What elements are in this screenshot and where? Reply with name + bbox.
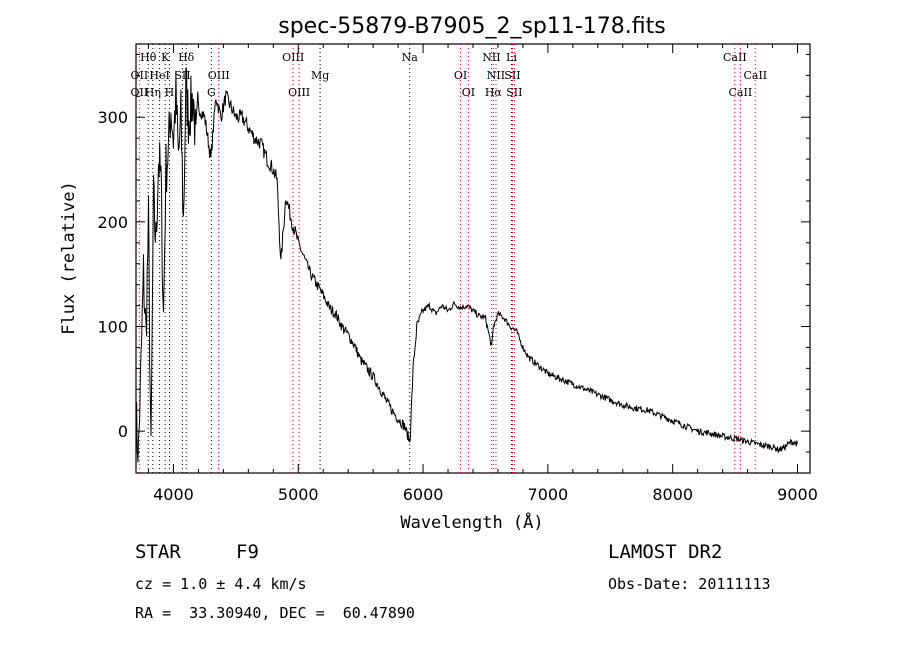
spectral-line-label: CaII xyxy=(723,51,747,64)
spectral-line-label: NII xyxy=(482,51,500,64)
spectral-line-label: Hη xyxy=(145,86,161,99)
y-tick-label: 0 xyxy=(118,422,128,441)
spectral-line-label: OIII xyxy=(208,69,230,82)
spectral-line-label: SII xyxy=(504,69,520,82)
spectrum-series-line xyxy=(135,67,798,463)
survey-name: LAMOST DR2 xyxy=(608,541,723,563)
spectral-line-label: Hθ xyxy=(140,51,157,64)
spectral-line-label: G xyxy=(207,86,216,99)
object-class: STAR xyxy=(135,541,181,563)
spectral-line-label: K xyxy=(161,51,170,64)
spectral-line-label: OII xyxy=(131,86,149,99)
redshift-info: cz = 1.0 ± 4.4 km/s xyxy=(135,575,307,593)
spectral-line-label: Hδ xyxy=(178,51,195,64)
spectral-line-label: OI xyxy=(454,69,467,82)
spectral-line-label: CaII xyxy=(743,69,767,82)
observation-date: Obs-Date: 20111113 xyxy=(608,575,771,593)
x-tick-label: 9000 xyxy=(777,485,818,504)
chart-title: spec-55879-B7905_2_sp11-178.fits xyxy=(278,14,666,39)
y-axis-ticks: 0 100 200 300 xyxy=(97,53,810,453)
x-tick-label: 8000 xyxy=(652,485,693,504)
x-tick-label: 4000 xyxy=(153,485,194,504)
spectral-line-label: Na xyxy=(402,51,419,64)
spectral-line-label: OIII xyxy=(288,86,310,99)
spectral-line-label: OIII xyxy=(282,51,304,64)
spectral-line-label: Li xyxy=(506,51,517,64)
y-tick-label: 200 xyxy=(97,213,128,232)
y-axis-label: Flux (relative) xyxy=(59,181,79,335)
x-tick-label: 5000 xyxy=(278,485,319,504)
y-tick-label: 100 xyxy=(97,318,128,337)
x-tick-label: 7000 xyxy=(528,485,569,504)
plot-frame xyxy=(135,43,811,474)
spectral-line-label: Mg xyxy=(311,69,329,82)
spectral-line-label: SII xyxy=(174,69,190,82)
x-tick-label: 6000 xyxy=(403,485,444,504)
y-tick-label: 300 xyxy=(97,108,128,127)
object-subclass: F9 xyxy=(236,541,259,563)
spectral-line-label: OI xyxy=(462,86,475,99)
spectral-line-label: H xyxy=(165,86,175,99)
spectral-line-label: SII xyxy=(506,86,522,99)
spectral-line-label: HeI xyxy=(149,69,169,82)
spectral-line-label: NII xyxy=(487,69,505,82)
spectral-line-label: Hα xyxy=(485,86,503,99)
spectral-line-label: CaII xyxy=(729,86,753,99)
x-axis-label: Wavelength (Å) xyxy=(400,511,543,533)
x-axis-ticks: 4000 5000 6000 7000 8000 9000 xyxy=(147,44,818,504)
coordinates: RA = 33.30940, DEC = 60.47890 xyxy=(135,604,415,622)
